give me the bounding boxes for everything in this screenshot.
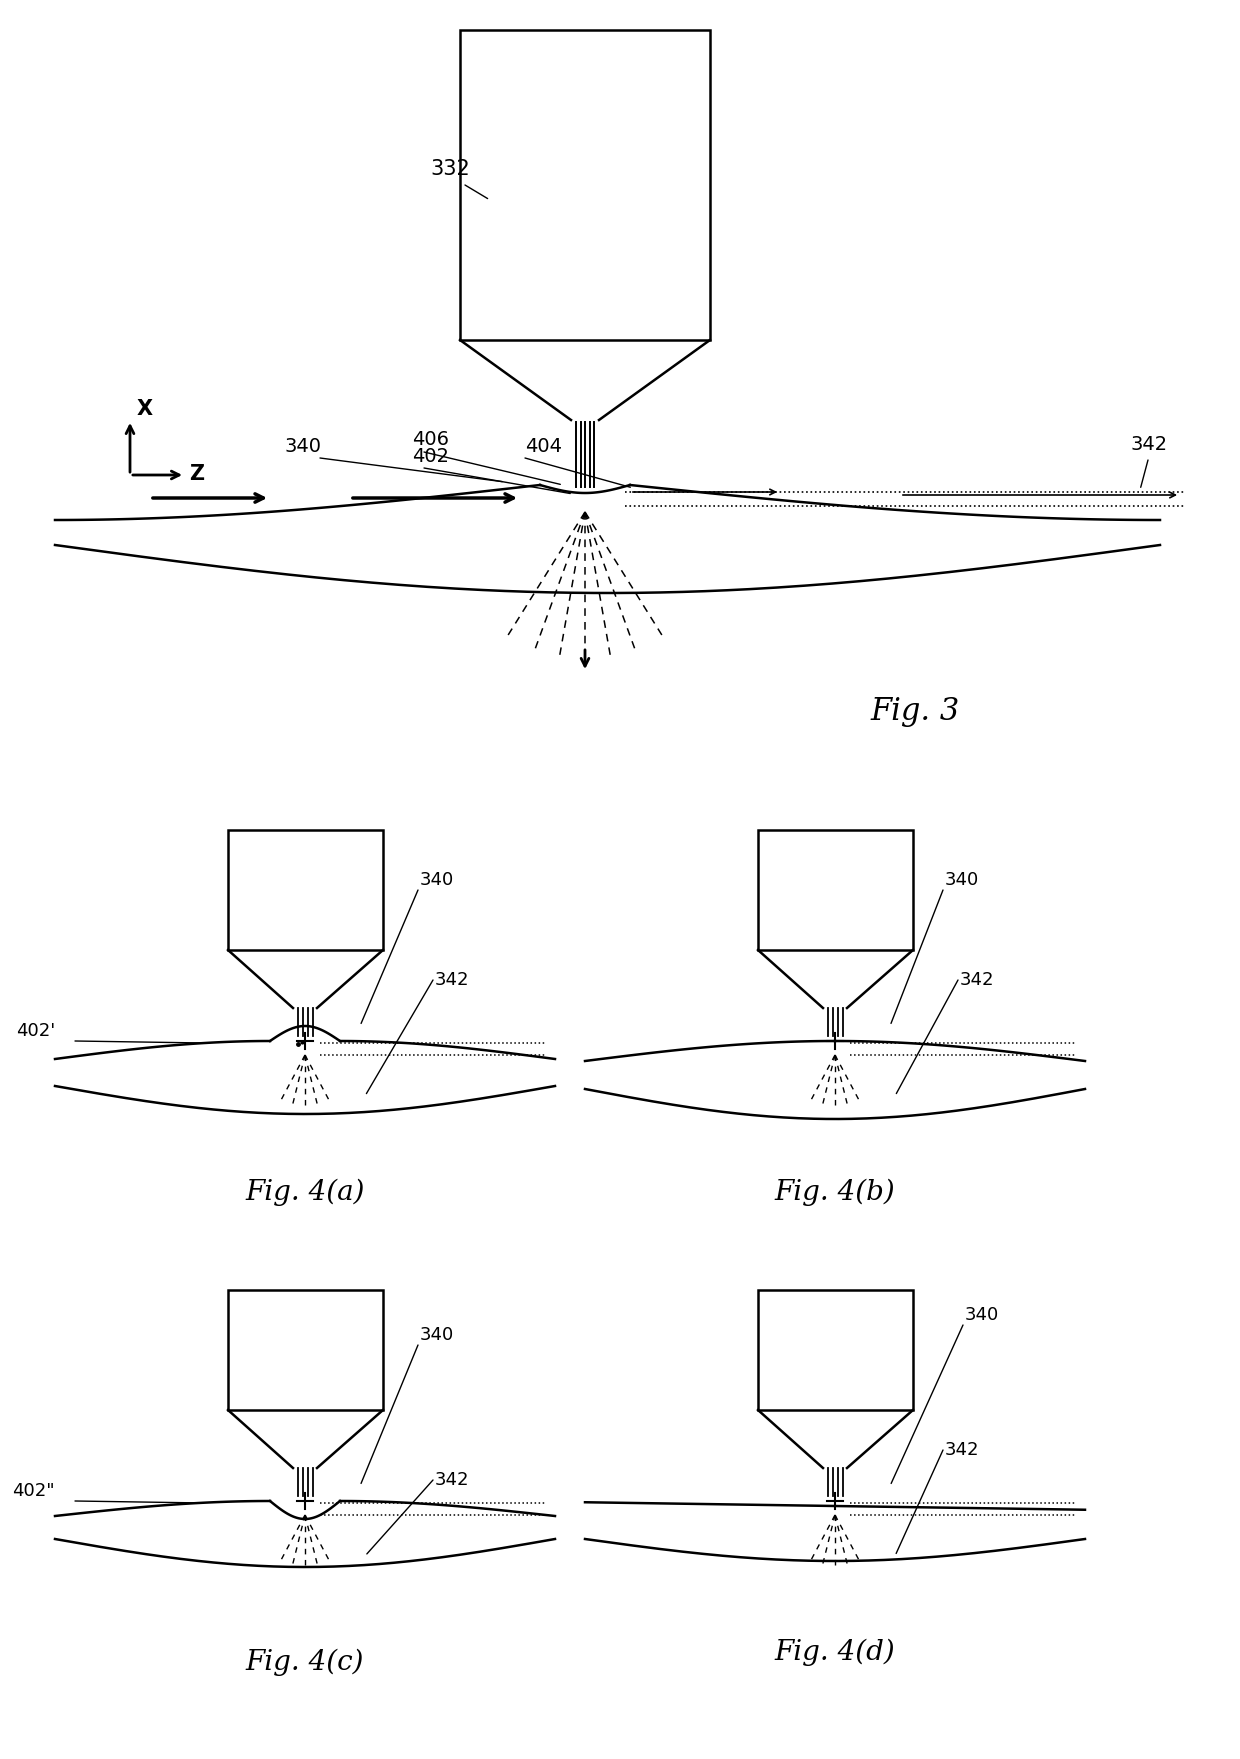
Text: Fig. 4(a): Fig. 4(a) bbox=[246, 1179, 365, 1207]
Text: 342: 342 bbox=[1130, 434, 1167, 454]
Bar bbox=[228, 1289, 383, 1411]
Text: 404: 404 bbox=[525, 436, 562, 456]
Text: 340: 340 bbox=[945, 871, 980, 888]
Text: 402": 402" bbox=[12, 1483, 55, 1500]
Text: Fig. 4(b): Fig. 4(b) bbox=[775, 1179, 895, 1207]
Text: 406: 406 bbox=[412, 429, 449, 449]
Text: 342: 342 bbox=[435, 1471, 470, 1490]
Text: 340: 340 bbox=[965, 1305, 999, 1325]
Text: 340: 340 bbox=[420, 871, 454, 888]
Text: 340: 340 bbox=[420, 1326, 454, 1344]
Text: 402': 402' bbox=[16, 1022, 55, 1040]
Text: 340: 340 bbox=[285, 436, 322, 456]
Bar bbox=[460, 30, 711, 339]
Text: 342: 342 bbox=[945, 1441, 980, 1458]
Text: X: X bbox=[136, 399, 153, 419]
Text: Z: Z bbox=[188, 464, 205, 484]
Text: 342: 342 bbox=[435, 971, 470, 989]
Text: 342: 342 bbox=[960, 971, 994, 989]
Bar bbox=[758, 1289, 913, 1411]
Text: Fig. 3: Fig. 3 bbox=[870, 697, 960, 726]
Text: Fig. 4(c): Fig. 4(c) bbox=[246, 1648, 365, 1676]
Text: Fig. 4(d): Fig. 4(d) bbox=[775, 1639, 895, 1666]
Text: 332: 332 bbox=[430, 158, 470, 179]
Bar bbox=[758, 830, 913, 950]
Bar bbox=[228, 830, 383, 950]
Text: 402: 402 bbox=[412, 447, 449, 466]
